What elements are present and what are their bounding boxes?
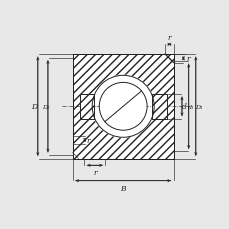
Text: r: r [185, 55, 189, 63]
Text: D₁: D₁ [194, 104, 202, 109]
Text: D: D [31, 103, 38, 111]
Bar [152, 95, 166, 119]
Text: D₂: D₂ [42, 104, 49, 109]
Text: r: r [93, 169, 96, 177]
Text: d: d [181, 103, 186, 111]
Circle shape [92, 76, 153, 138]
Bar [79, 95, 94, 119]
Text: d₁: d₁ [187, 104, 194, 109]
Bar [72, 55, 173, 159]
Circle shape [99, 83, 147, 131]
Text: r: r [86, 136, 90, 144]
Text: r: r [167, 34, 170, 42]
Text: B: B [120, 184, 125, 192]
